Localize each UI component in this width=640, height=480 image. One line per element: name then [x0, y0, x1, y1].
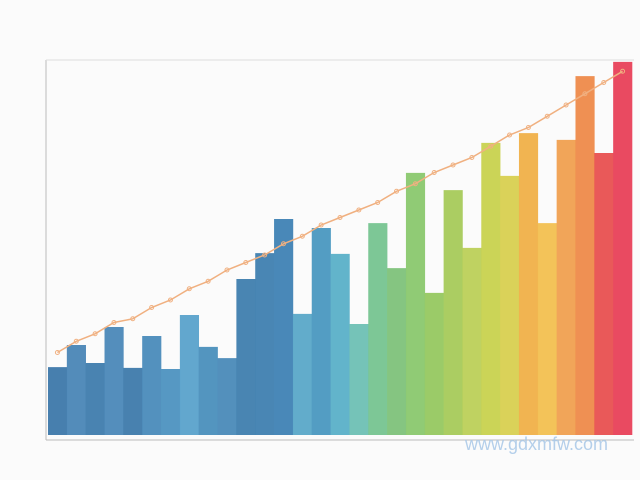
line-point [488, 143, 494, 149]
line-point [280, 241, 286, 247]
line-point [149, 305, 155, 310]
line-point [54, 350, 60, 355]
bar [500, 175, 520, 435]
bar [575, 76, 595, 435]
line-point [186, 286, 192, 292]
bar [330, 253, 350, 435]
line-point [299, 233, 305, 239]
line-point [450, 162, 456, 168]
bar [368, 223, 388, 435]
bar [443, 190, 463, 435]
bar [255, 253, 275, 435]
bar [387, 268, 407, 435]
bar [518, 133, 539, 435]
line-point [544, 113, 550, 119]
line-point [111, 320, 117, 325]
line-point [205, 278, 211, 284]
line-point [356, 207, 362, 213]
line-point [620, 68, 626, 74]
line-point [412, 181, 418, 187]
bar [613, 61, 633, 435]
line-point [167, 297, 173, 303]
bar [556, 139, 576, 435]
line-point [130, 316, 136, 322]
line-point [507, 132, 513, 138]
bar [481, 142, 501, 435]
line-point [92, 331, 98, 337]
bar [236, 279, 256, 435]
bar [142, 336, 162, 435]
line-point [262, 252, 268, 258]
bar [537, 223, 557, 435]
bar [424, 292, 444, 435]
line-point [243, 260, 249, 265]
bar [292, 313, 313, 435]
line-point [431, 170, 437, 175]
line-point [73, 338, 79, 344]
bar [198, 346, 218, 435]
bar [311, 228, 331, 435]
line-point [394, 188, 400, 194]
bar [349, 324, 369, 435]
line-point [582, 91, 588, 97]
bar [48, 367, 68, 435]
line-point [525, 125, 531, 130]
line-point [224, 267, 230, 273]
line-point [337, 215, 343, 220]
line-point [601, 80, 607, 85]
bar [66, 345, 86, 435]
bar [462, 247, 482, 435]
bar [104, 327, 124, 435]
bar [123, 367, 143, 435]
watermark: www.gdxmfw.com [464, 434, 608, 454]
trend-line [57, 70, 623, 354]
line-point [375, 200, 381, 205]
bar [594, 153, 614, 435]
bar [85, 363, 105, 435]
bar [274, 219, 294, 435]
bar [179, 315, 200, 435]
bar [161, 369, 181, 435]
line-point [563, 102, 569, 108]
bar [405, 172, 426, 435]
line-point [469, 155, 475, 160]
bar [217, 358, 237, 435]
line-point [318, 222, 324, 228]
